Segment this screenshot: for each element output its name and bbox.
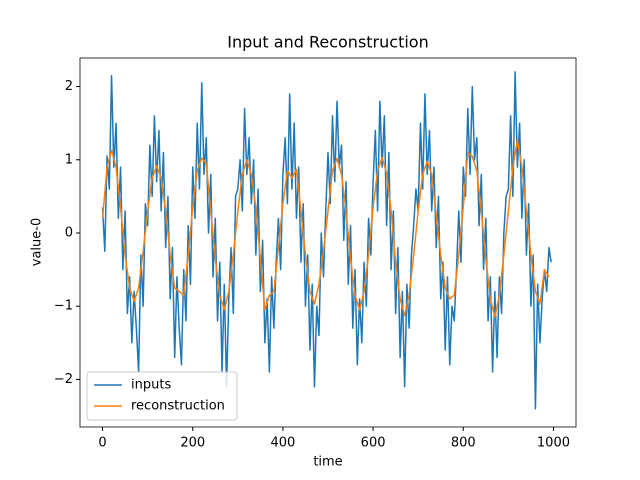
y-tick-label: −2 [54, 372, 73, 387]
legend-label: inputs [131, 378, 171, 393]
y-tick-label: 1 [65, 152, 73, 167]
axes-frame [79, 57, 577, 428]
y-tick-label: 0 [65, 225, 73, 240]
legend-label: reconstruction [131, 399, 225, 414]
y-axis-label: value-0 [30, 218, 45, 266]
y-tick-label: 2 [65, 79, 73, 94]
x-tick-label: 600 [361, 436, 386, 451]
y-tick-label: −1 [54, 299, 73, 314]
chart-title: Input and Reconstruction [227, 33, 428, 52]
x-tick-label: 400 [270, 436, 295, 451]
x-tick-label: 200 [180, 436, 205, 451]
x-tick-label: 800 [451, 436, 476, 451]
x-tick-label: 0 [98, 436, 106, 451]
x-axis-label: time [313, 455, 342, 470]
line-series [101, 71, 552, 410]
x-tick-label: 1000 [537, 436, 570, 451]
line-series [101, 139, 550, 318]
legend-box [86, 371, 238, 421]
